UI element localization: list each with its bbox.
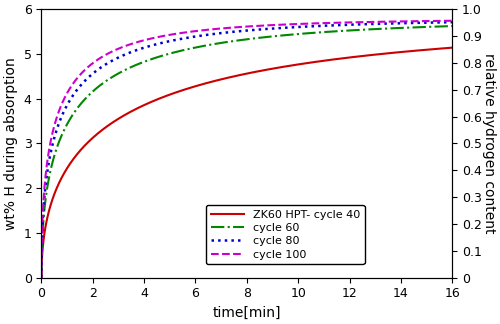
cycle 100 bbox=[438, 19, 444, 23]
cycle 60 bbox=[449, 24, 455, 28]
ZK60 HPT- cycle 40 bbox=[438, 47, 444, 51]
Line: cycle 60: cycle 60 bbox=[42, 26, 452, 278]
ZK60 HPT- cycle 40 bbox=[60, 174, 66, 178]
cycle 60 bbox=[362, 28, 368, 31]
Y-axis label: relative hydrogen content: relative hydrogen content bbox=[482, 53, 496, 234]
cycle 80 bbox=[228, 30, 234, 34]
cycle 60 bbox=[238, 38, 244, 42]
cycle 100 bbox=[238, 25, 244, 29]
cycle 60 bbox=[38, 276, 44, 280]
cycle 80 bbox=[438, 20, 444, 24]
Line: cycle 80: cycle 80 bbox=[42, 22, 452, 278]
X-axis label: time[min]: time[min] bbox=[212, 306, 281, 320]
cycle 100 bbox=[362, 20, 368, 24]
cycle 100 bbox=[38, 276, 44, 280]
cycle 80 bbox=[449, 20, 455, 24]
ZK60 HPT- cycle 40 bbox=[38, 276, 44, 280]
ZK60 HPT- cycle 40 bbox=[238, 73, 244, 77]
ZK60 HPT- cycle 40 bbox=[228, 75, 234, 79]
cycle 80 bbox=[437, 20, 443, 24]
cycle 60 bbox=[438, 25, 444, 29]
cycle 80 bbox=[238, 29, 244, 33]
Y-axis label: wt% H during absorption: wt% H during absorption bbox=[4, 57, 18, 230]
cycle 60 bbox=[228, 40, 234, 43]
cycle 60 bbox=[437, 25, 443, 29]
Legend: ZK60 HPT- cycle 40, cycle 60, cycle 80, cycle 100: ZK60 HPT- cycle 40, cycle 60, cycle 80, … bbox=[206, 205, 364, 264]
cycle 80 bbox=[60, 113, 66, 117]
Line: cycle 100: cycle 100 bbox=[42, 21, 452, 278]
cycle 100 bbox=[60, 101, 66, 105]
cycle 100 bbox=[449, 19, 455, 23]
Line: ZK60 HPT- cycle 40: ZK60 HPT- cycle 40 bbox=[42, 48, 452, 278]
ZK60 HPT- cycle 40 bbox=[437, 47, 443, 51]
ZK60 HPT- cycle 40 bbox=[362, 54, 368, 58]
cycle 80 bbox=[362, 22, 368, 26]
cycle 80 bbox=[38, 276, 44, 280]
ZK60 HPT- cycle 40 bbox=[449, 46, 455, 50]
cycle 100 bbox=[437, 19, 443, 23]
cycle 100 bbox=[228, 26, 234, 30]
cycle 60 bbox=[60, 132, 66, 136]
